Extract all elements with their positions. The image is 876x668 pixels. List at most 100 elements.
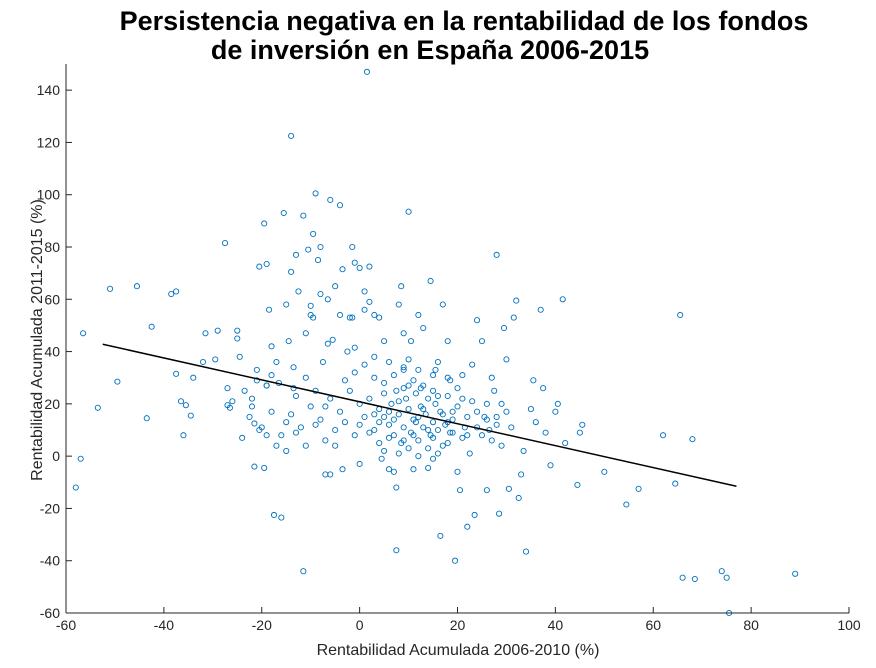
data-point	[691, 575, 698, 583]
data-point	[283, 419, 290, 426]
data-point	[224, 385, 231, 392]
data-point	[623, 501, 630, 508]
data-point	[381, 447, 388, 454]
data-point	[505, 485, 512, 492]
data-point	[371, 374, 378, 381]
data-point	[400, 385, 407, 392]
regression-line	[102, 343, 737, 487]
data-point	[522, 548, 530, 555]
data-point	[266, 306, 273, 313]
data-point	[268, 408, 275, 415]
data-point	[300, 568, 307, 575]
data-point	[278, 514, 285, 521]
data-point	[106, 285, 114, 292]
data-point	[559, 296, 566, 303]
data-point	[407, 338, 415, 345]
data-point	[459, 395, 466, 402]
data-point	[439, 411, 446, 418]
data-point	[371, 426, 378, 434]
data-point	[429, 455, 437, 462]
data-point	[432, 400, 439, 407]
data-point	[344, 348, 351, 355]
data-point	[454, 403, 461, 410]
data-point	[635, 485, 642, 492]
data-point	[444, 440, 451, 447]
data-point	[429, 434, 437, 441]
data-point	[437, 532, 444, 539]
data-point	[381, 338, 388, 345]
data-point	[327, 196, 334, 203]
data-point	[474, 317, 481, 324]
data-point	[385, 434, 393, 441]
data-point	[341, 377, 348, 384]
data-point	[168, 291, 175, 298]
data-point	[405, 208, 412, 215]
data-point	[268, 372, 275, 379]
data-point	[385, 408, 393, 415]
data-point	[601, 468, 608, 475]
x-tick-label: 100	[837, 617, 861, 633]
data-point	[420, 424, 427, 431]
data-point	[483, 400, 490, 407]
data-point	[199, 358, 207, 366]
y-tick-label: -40	[40, 553, 60, 569]
data-point	[677, 311, 684, 319]
data-point	[420, 382, 427, 389]
data-point	[366, 298, 373, 305]
data-point	[459, 372, 466, 379]
data-point	[302, 374, 309, 381]
data-point	[339, 466, 346, 473]
y-tick-label: 40	[44, 344, 60, 360]
data-point	[689, 436, 696, 443]
data-point	[493, 421, 500, 428]
data-point	[388, 400, 395, 407]
data-point	[270, 511, 278, 519]
data-point	[447, 429, 454, 436]
data-point	[80, 330, 87, 337]
data-point	[439, 442, 446, 449]
data-point	[349, 314, 356, 321]
y-tick-label: 100	[37, 187, 61, 203]
data-point	[295, 288, 302, 295]
data-point	[241, 387, 248, 394]
y-tick-label: 20	[44, 396, 60, 412]
data-point	[114, 378, 121, 385]
data-point	[77, 455, 84, 462]
data-point	[513, 297, 520, 304]
data-point	[398, 283, 405, 290]
data-point	[542, 429, 549, 436]
data-point	[454, 468, 461, 475]
data-point	[530, 377, 537, 384]
data-point	[434, 358, 441, 366]
data-point	[498, 442, 505, 449]
data-point	[491, 387, 498, 394]
data-point	[385, 358, 393, 366]
data-point	[283, 447, 290, 454]
data-point	[540, 385, 547, 392]
data-point	[317, 243, 324, 251]
data-point	[420, 324, 427, 332]
data-point	[253, 366, 260, 373]
data-point	[94, 404, 101, 411]
y-tick-label: 140	[37, 82, 61, 98]
data-point	[429, 419, 437, 426]
data-point	[263, 382, 270, 389]
data-point	[395, 411, 402, 418]
y-tick-label: -20	[40, 500, 60, 516]
data-point	[246, 413, 253, 420]
data-point	[366, 429, 373, 436]
data-point	[415, 366, 422, 373]
data-point	[469, 361, 476, 368]
data-point	[434, 450, 441, 457]
data-point	[356, 264, 363, 271]
data-point	[317, 416, 324, 423]
data-point	[72, 484, 79, 491]
data-point	[322, 403, 329, 410]
data-point	[226, 404, 233, 411]
data-point	[390, 432, 397, 439]
data-point	[410, 377, 417, 384]
data-point	[425, 426, 432, 434]
data-point	[261, 464, 268, 471]
data-point	[576, 429, 583, 436]
